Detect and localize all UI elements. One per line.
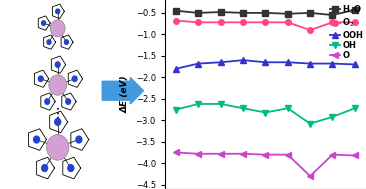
H$_2$O: [352, 9, 357, 11]
OH: [174, 108, 178, 111]
Line: H$_2$O: H$_2$O: [173, 7, 358, 18]
O: [174, 151, 178, 154]
H$_2$O: [330, 14, 335, 16]
Legend: H$_2$O, O$_2$, OOH, OH, O: H$_2$O, O$_2$, OOH, OH, O: [329, 2, 364, 61]
Circle shape: [46, 135, 69, 160]
OOH: [263, 61, 268, 64]
Circle shape: [55, 62, 60, 67]
Circle shape: [76, 136, 82, 143]
OH: [330, 116, 335, 118]
O: [352, 154, 357, 157]
O$_2$: [330, 21, 335, 23]
FancyArrow shape: [102, 77, 143, 104]
Circle shape: [38, 76, 43, 81]
Circle shape: [49, 75, 67, 95]
OH: [285, 107, 290, 109]
OOH: [219, 61, 223, 64]
O$_2$: [196, 21, 201, 23]
OH: [196, 103, 201, 105]
Line: O: O: [173, 150, 358, 179]
OH: [219, 103, 223, 105]
OOH: [241, 59, 245, 61]
OH: [263, 111, 268, 114]
Line: OH: OH: [173, 101, 358, 126]
O$_2$: [308, 29, 312, 31]
Y-axis label: ΔE (eV): ΔE (eV): [121, 76, 130, 113]
Circle shape: [72, 76, 77, 81]
Circle shape: [42, 165, 48, 171]
O: [219, 153, 223, 155]
OH: [352, 107, 357, 109]
O: [285, 153, 290, 156]
Circle shape: [64, 40, 68, 44]
Circle shape: [68, 165, 74, 171]
OOH: [308, 62, 312, 65]
H$_2$O: [241, 12, 245, 14]
O: [196, 153, 201, 155]
Circle shape: [45, 99, 50, 104]
O$_2$: [263, 21, 268, 23]
Circle shape: [42, 21, 46, 25]
H$_2$O: [196, 12, 201, 14]
OH: [241, 107, 245, 109]
O$_2$: [241, 21, 245, 23]
H$_2$O: [308, 12, 312, 14]
H$_2$O: [263, 12, 268, 14]
OOH: [352, 63, 357, 66]
H$_2$O: [285, 13, 290, 15]
O$_2$: [352, 21, 357, 23]
OOH: [285, 61, 290, 64]
O: [330, 153, 335, 156]
Circle shape: [66, 99, 71, 104]
Circle shape: [34, 136, 40, 143]
OOH: [196, 62, 201, 65]
O$_2$: [219, 21, 223, 23]
Line: OOH: OOH: [173, 57, 358, 71]
OH: [308, 123, 312, 125]
OOH: [174, 68, 178, 70]
H$_2$O: [219, 11, 223, 13]
O: [241, 153, 245, 155]
H$_2$O: [174, 10, 178, 12]
O: [263, 153, 268, 156]
Circle shape: [55, 119, 61, 125]
Circle shape: [47, 40, 51, 44]
Circle shape: [56, 9, 60, 14]
O: [308, 175, 312, 177]
OOH: [330, 62, 335, 65]
Circle shape: [50, 20, 65, 37]
Line: O$_2$: O$_2$: [173, 18, 358, 33]
O$_2$: [174, 19, 178, 22]
O$_2$: [285, 21, 290, 23]
